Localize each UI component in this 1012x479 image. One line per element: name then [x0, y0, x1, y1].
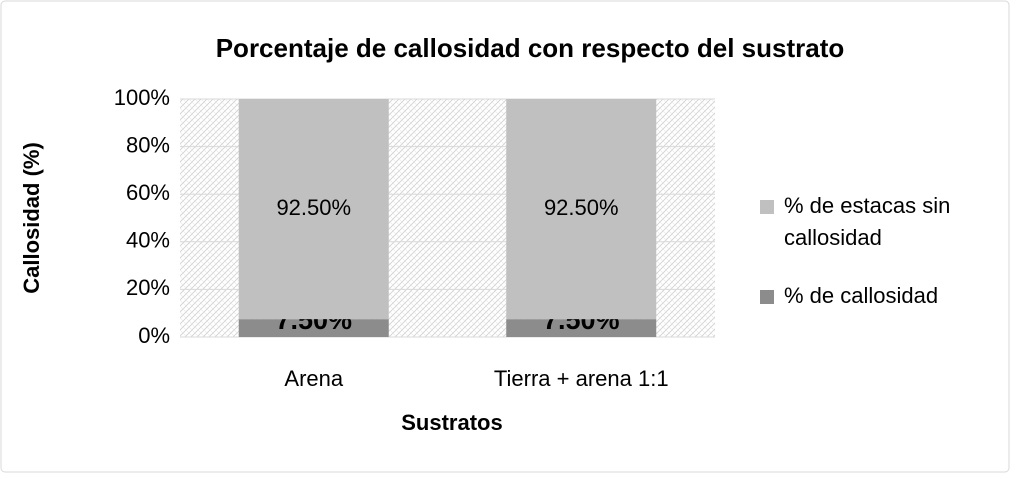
x-axis-title: Sustratos — [401, 410, 502, 435]
chart-title: Porcentaje de callosidad con respecto de… — [216, 33, 845, 63]
legend-entry: % de callosidad — [784, 283, 939, 308]
data-label: 92.50% — [544, 195, 619, 220]
legend-label: % de estacas sin callosidad — [784, 193, 951, 250]
y-axis-title: Callosidad (%) — [19, 142, 44, 294]
bar-segment — [238, 319, 389, 337]
legend-swatch — [760, 290, 774, 304]
y-tick-label: 80% — [126, 132, 170, 157]
y-tick-label: 20% — [126, 275, 170, 300]
y-tick-label: 0% — [138, 323, 170, 348]
y-tick-label: 60% — [126, 180, 170, 205]
data-label: 92.50% — [276, 195, 351, 220]
bar-segment — [238, 99, 389, 320]
bar-segment — [506, 319, 657, 337]
y-tick-label: 40% — [126, 228, 170, 253]
bar-segment — [506, 99, 657, 320]
legend-label: % de callosidad — [784, 283, 939, 308]
x-tick-label: Arena — [284, 366, 343, 391]
x-tick-label: Tierra + arena 1:1 — [494, 366, 669, 391]
legend-entry: % de estacas sin callosidad — [784, 193, 951, 250]
y-tick-label: 100% — [114, 85, 170, 110]
legend-swatch — [760, 200, 774, 214]
